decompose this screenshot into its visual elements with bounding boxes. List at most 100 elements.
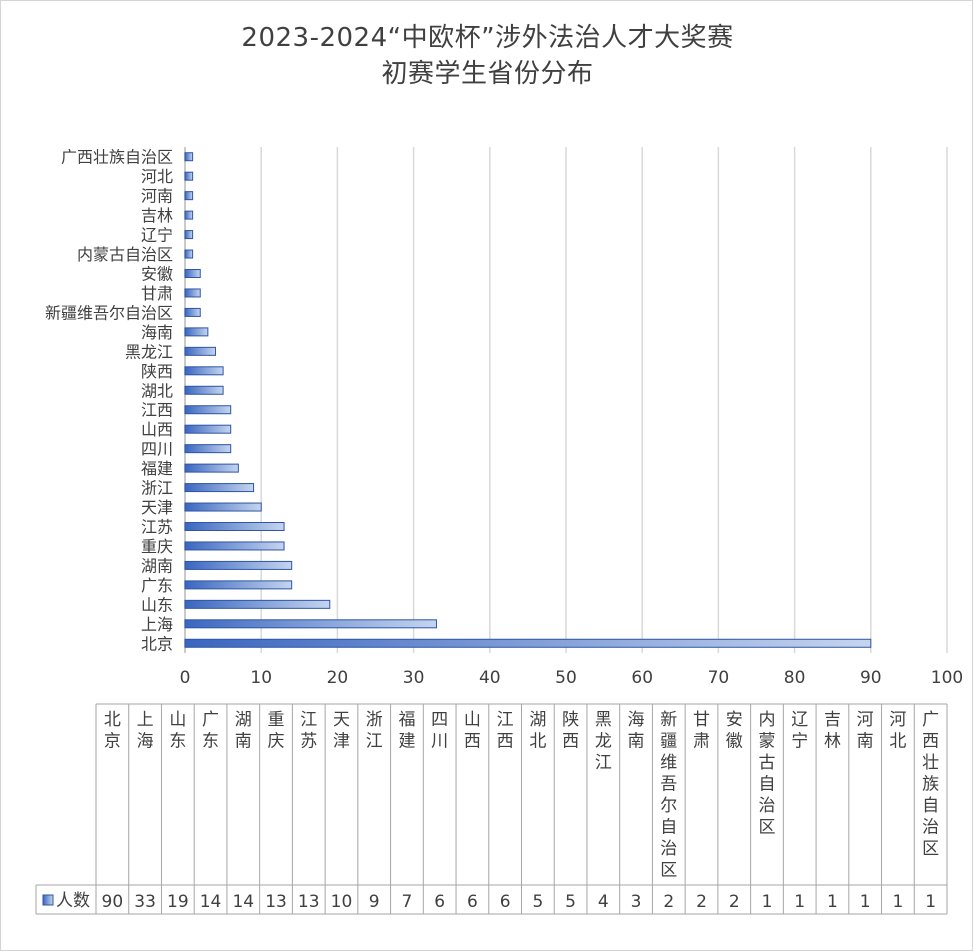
table-header-cell: 广西壮族自治区 xyxy=(922,710,939,859)
x-tick-label: 30 xyxy=(403,668,425,688)
x-tick-label: 100 xyxy=(931,668,963,688)
table-value-cell: 14 xyxy=(232,892,254,912)
bar xyxy=(184,307,201,317)
table-value-cell: 2 xyxy=(663,892,674,912)
table-header-cell: 天津 xyxy=(333,710,350,752)
bar xyxy=(184,327,209,337)
category-label: 黑龙江 xyxy=(125,342,173,361)
x-tick-label: 50 xyxy=(555,668,577,688)
table-header-cell: 内蒙古自治区 xyxy=(758,710,775,838)
bar xyxy=(184,210,194,220)
table-header-cell: 湖北 xyxy=(529,710,546,752)
x-tick-label: 0 xyxy=(180,668,191,688)
x-tick-label: 70 xyxy=(708,668,730,688)
table-value-cell: 1 xyxy=(827,892,838,912)
category-label: 广东 xyxy=(141,576,173,595)
category-label: 陕西 xyxy=(141,362,173,381)
table-value-cell: 14 xyxy=(200,892,222,912)
x-tick-label: 20 xyxy=(327,668,349,688)
bar xyxy=(184,424,232,434)
table-value-cell: 3 xyxy=(631,892,642,912)
bar xyxy=(184,152,194,162)
table-value-cell: 19 xyxy=(167,892,189,912)
table-header-cell: 辽宁 xyxy=(791,710,808,752)
category-label: 辽宁 xyxy=(141,226,173,245)
category-label: 上海 xyxy=(141,615,173,634)
category-label: 新疆维吾尔自治区 xyxy=(45,303,173,322)
table-value-cell: 6 xyxy=(500,892,511,912)
category-label: 北京 xyxy=(141,634,173,653)
category-label: 海南 xyxy=(141,323,173,342)
table-value-cell: 33 xyxy=(134,892,156,912)
table-value-cell: 1 xyxy=(860,892,871,912)
bar xyxy=(184,541,285,551)
x-tick-label: 40 xyxy=(479,668,501,688)
data-table: 人数北京90上海33山东19广东14湖南14重庆13江苏13天津10浙江9福建7… xyxy=(35,703,948,915)
table-header-cell: 河北 xyxy=(889,710,906,752)
category-label: 河北 xyxy=(141,167,173,186)
table-header-cell: 安徽 xyxy=(726,710,743,752)
x-tick-label: 60 xyxy=(631,668,653,688)
bar xyxy=(184,619,437,629)
bar xyxy=(184,346,216,356)
table-value-cell: 1 xyxy=(892,892,903,912)
table-header-cell: 湖南 xyxy=(235,710,252,752)
x-tick-label: 80 xyxy=(784,668,806,688)
table-value-cell: 9 xyxy=(369,892,380,912)
category-label: 福建 xyxy=(141,459,173,478)
table-value-cell: 5 xyxy=(565,892,576,912)
bar xyxy=(184,463,239,473)
table-header-cell: 甘肃 xyxy=(693,710,710,752)
table-value-cell: 1 xyxy=(925,892,936,912)
table-value-cell: 1 xyxy=(794,892,805,912)
category-label: 甘肃 xyxy=(141,284,173,303)
table-value-cell: 7 xyxy=(402,892,413,912)
bar xyxy=(184,599,331,609)
bar xyxy=(184,249,194,259)
bar xyxy=(184,269,201,278)
table-header-cell: 新疆维吾尔自治区 xyxy=(660,710,677,881)
category-label: 重庆 xyxy=(141,537,173,556)
table-value-cell: 5 xyxy=(532,892,543,912)
legend-series-name: 人数 xyxy=(56,891,90,911)
category-label: 吉林 xyxy=(141,206,173,225)
chart-subtitle: 初赛学生省份分布 xyxy=(381,59,594,89)
table-value-cell: 1 xyxy=(762,892,773,912)
bars xyxy=(184,152,872,648)
bar xyxy=(184,230,194,240)
table-header-cell: 上海 xyxy=(137,710,154,752)
category-label: 浙江 xyxy=(141,479,173,498)
table-value-cell: 2 xyxy=(696,892,707,912)
x-tick-label: 10 xyxy=(250,668,272,688)
table-header-cell: 四川 xyxy=(431,710,448,752)
table-value-cell: 6 xyxy=(467,892,478,912)
category-label: 天津 xyxy=(141,498,173,517)
table-value-cell: 6 xyxy=(434,892,445,912)
table-header-cell: 北京 xyxy=(104,710,121,752)
legend-key xyxy=(42,894,54,906)
category-labels: 北京上海山东广东湖南重庆江苏天津浙江福建四川山西江西湖北陕西黑龙江海南新疆维吾尔… xyxy=(45,148,173,654)
table-header-cell: 浙江 xyxy=(366,710,383,752)
table-header-cell: 陕西 xyxy=(562,710,579,752)
category-label: 山西 xyxy=(141,420,173,439)
table-header-cell: 海南 xyxy=(628,710,645,752)
bar xyxy=(184,502,262,512)
table-value-cell: 13 xyxy=(265,892,287,912)
table-header-cell: 江西 xyxy=(497,710,514,752)
bar xyxy=(184,483,255,493)
bar xyxy=(184,385,224,395)
bar xyxy=(184,288,201,298)
bar xyxy=(184,580,293,590)
bar xyxy=(184,366,224,376)
category-label: 湖北 xyxy=(141,381,173,400)
category-label: 湖南 xyxy=(141,556,173,575)
x-tick-label: 90 xyxy=(860,668,882,688)
table-value-cell: 2 xyxy=(729,892,740,912)
category-label: 广西壮族自治区 xyxy=(61,148,173,167)
table-header-cell: 黑龙江 xyxy=(595,710,612,773)
category-label: 河南 xyxy=(141,187,173,206)
bar xyxy=(184,171,194,181)
bar xyxy=(184,444,232,454)
table-header-cell: 江苏 xyxy=(300,710,317,752)
table-value-cell: 4 xyxy=(598,892,609,912)
